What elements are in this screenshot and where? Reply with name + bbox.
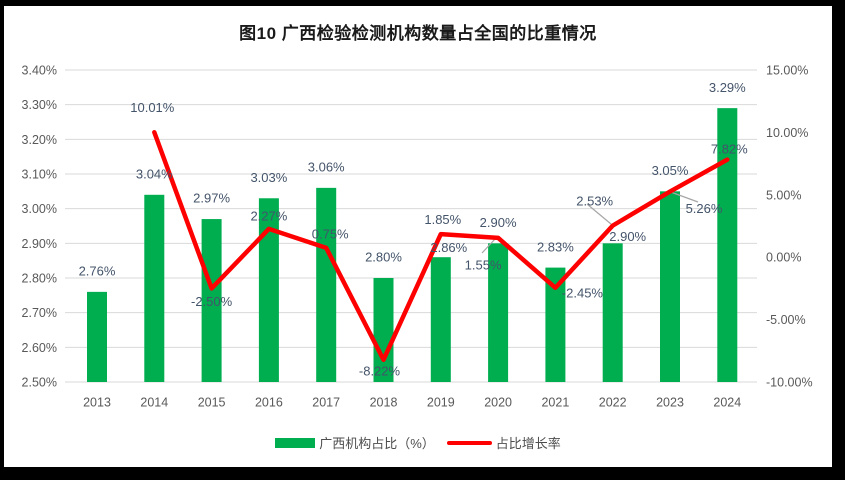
left-axis-tick-label: 2.80% <box>22 272 57 286</box>
legend-bar-label: 广西机构占比（%） <box>319 436 435 451</box>
bar-2020 <box>488 243 509 382</box>
x-axis-label-2024: 2024 <box>713 396 741 410</box>
bar-2024 <box>717 108 738 382</box>
left-axis-tick-label: 3.30% <box>22 98 57 112</box>
growth-rate-line <box>152 130 730 363</box>
label-leader-line <box>481 237 497 254</box>
bar-2019 <box>430 257 451 382</box>
x-axis-label-2022: 2022 <box>599 396 627 410</box>
left-axis-tick-label: 3.20% <box>22 133 57 147</box>
bar-label-2013: 2.76% <box>79 264 116 279</box>
bar-2013 <box>87 291 107 382</box>
bar-label-2014: 3.04% <box>136 166 173 181</box>
left-axis-tick-label: 2.70% <box>22 306 57 320</box>
right-axis-tick-label: 15.00% <box>766 64 808 78</box>
bar-label-2023: 3.05% <box>652 163 689 178</box>
legend-item-bar-series: 广西机构占比（%） <box>275 433 435 452</box>
line-label-2020: 1.55% <box>465 258 502 273</box>
line-label-2022: 2.53% <box>576 193 613 208</box>
x-axis-label-2014: 2014 <box>140 396 168 410</box>
right-axis-tick-label: -10.00% <box>766 376 813 390</box>
x-axis-label-2015: 2015 <box>198 396 226 410</box>
left-axis-tick-label: 2.50% <box>22 376 57 390</box>
bar-label-2016: 3.03% <box>250 170 287 185</box>
x-axis-label-2013: 2013 <box>83 396 111 410</box>
line-label-2018: -8.22% <box>359 363 401 378</box>
right-axis-tick-label: 5.00% <box>766 188 801 202</box>
left-axis-tick-label: 3.40% <box>22 64 57 78</box>
label-leader-line <box>667 190 699 203</box>
right-axis-tick-label: 0.00% <box>766 251 801 265</box>
bar-label-2021: 2.83% <box>537 239 574 254</box>
chart-title: 图10 广西检验检测机构数量占全国的比重情况 <box>239 24 597 43</box>
bar-label-2019: 2.86% <box>430 240 467 255</box>
bar-label-2020: 2.90% <box>480 215 517 230</box>
x-axis-label-2019: 2019 <box>427 396 455 410</box>
bar-2017 <box>316 187 337 382</box>
left-axis-tick-label: 3.10% <box>22 168 57 182</box>
line-label-2014: 10.01% <box>130 100 175 115</box>
line-label-2024: 7.82% <box>711 141 748 156</box>
x-axis-label-2018: 2018 <box>370 396 398 410</box>
label-leader-line <box>586 203 612 225</box>
bar-series-swatch-icon <box>275 437 316 448</box>
line-series-swatch-icon <box>446 440 492 445</box>
x-axis-label-2020: 2020 <box>484 396 512 410</box>
bar-2016 <box>258 198 279 382</box>
left-axis-tick-label: 2.90% <box>22 237 57 251</box>
bar-2023 <box>660 191 680 382</box>
line-label-2017: 0.75% <box>312 227 349 242</box>
bar-label-2017: 3.06% <box>308 160 345 175</box>
bar-label-2024: 3.29% <box>709 80 746 95</box>
bar-label-2015: 2.97% <box>193 191 230 206</box>
line-label-2019: 1.85% <box>424 212 461 227</box>
bar-label-2022: 2.90% <box>609 229 646 244</box>
bar-2021 <box>545 267 566 382</box>
bar-2022 <box>602 243 623 382</box>
line-label-2021: -2.45% <box>562 285 604 300</box>
x-axis-label-2017: 2017 <box>312 396 340 410</box>
bar-2015 <box>201 219 222 382</box>
line-label-2023: 5.26% <box>686 201 723 216</box>
right-axis-tick-label: -5.00% <box>766 313 806 327</box>
line-label-2016: 2.27% <box>250 209 287 224</box>
x-axis-label-2016: 2016 <box>255 396 283 410</box>
legend: 广西机构占比（%） 占比增长率 <box>4 433 832 452</box>
plot-area: 3.40% 3.30% 3.20% 3.10% 3.00% 2.90% 2.80% 2.70%… <box>22 64 813 410</box>
bar-2018 <box>373 278 394 382</box>
x-axis-label-2023: 2023 <box>656 396 684 410</box>
line-label-2015: -2.50% <box>191 294 233 309</box>
left-axis-tick-label: 3.00% <box>22 202 57 216</box>
legend-item-line-series: 占比增长率 <box>446 433 561 452</box>
right-axis-tick-label: 10.00% <box>766 126 808 140</box>
bar-label-2018: 2.80% <box>365 250 402 265</box>
left-axis-tick-label: 2.60% <box>22 341 57 355</box>
x-axis-label-2021: 2021 <box>541 396 569 410</box>
bar-2014 <box>144 194 165 382</box>
legend-line-label: 占比增长率 <box>495 436 561 451</box>
